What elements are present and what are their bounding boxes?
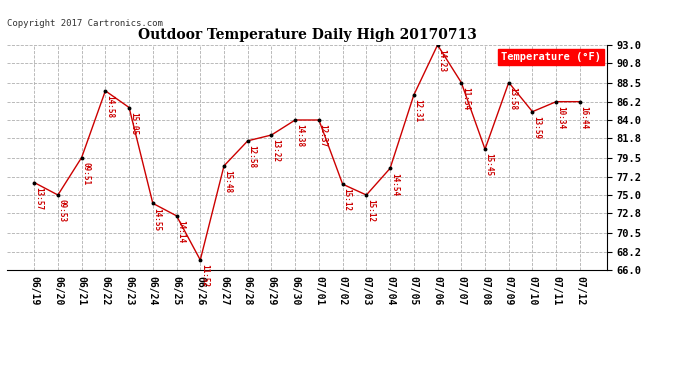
Point: [361, 192, 372, 198]
Point: [124, 105, 135, 111]
Text: 14:14: 14:14: [176, 220, 185, 243]
Text: 12:31: 12:31: [413, 99, 422, 122]
Text: 11:52: 11:52: [200, 264, 209, 287]
Point: [242, 138, 253, 144]
Text: Temperature (°F): Temperature (°F): [501, 52, 601, 62]
Point: [456, 80, 467, 86]
Point: [290, 117, 301, 123]
Point: [52, 192, 63, 198]
Text: 15:05: 15:05: [129, 112, 138, 135]
Text: 14:23: 14:23: [437, 49, 446, 72]
Point: [384, 165, 395, 171]
Point: [337, 181, 348, 187]
Text: 14:58: 14:58: [105, 95, 114, 118]
Text: 15:45: 15:45: [484, 153, 493, 177]
Point: [527, 109, 538, 115]
Text: 12:37: 12:37: [319, 124, 328, 147]
Text: 11:54: 11:54: [461, 87, 470, 110]
Text: 15:12: 15:12: [342, 188, 351, 211]
Text: 10:34: 10:34: [556, 106, 565, 129]
Text: 15:48: 15:48: [224, 170, 233, 193]
Point: [408, 92, 420, 98]
Text: 13:22: 13:22: [271, 139, 280, 162]
Text: 13:57: 13:57: [34, 187, 43, 210]
Point: [147, 200, 158, 206]
Text: 14:54: 14:54: [390, 172, 399, 196]
Point: [195, 257, 206, 263]
Text: 13:58: 13:58: [509, 87, 518, 110]
Point: [100, 88, 111, 94]
Point: [171, 213, 182, 219]
Text: Copyright 2017 Cartronics.com: Copyright 2017 Cartronics.com: [7, 19, 163, 28]
Text: 14:55: 14:55: [152, 207, 161, 231]
Point: [219, 163, 230, 169]
Point: [503, 80, 514, 86]
Text: 13:59: 13:59: [532, 116, 541, 139]
Point: [551, 99, 562, 105]
Point: [29, 180, 40, 186]
Text: 16:44: 16:44: [580, 106, 589, 129]
Point: [574, 99, 585, 105]
Point: [76, 154, 87, 160]
Text: 09:51: 09:51: [81, 162, 90, 185]
Point: [313, 117, 324, 123]
Point: [266, 132, 277, 138]
Text: 15:12: 15:12: [366, 199, 375, 222]
Point: [480, 146, 491, 152]
Text: 12:58: 12:58: [248, 145, 257, 168]
Point: [432, 42, 443, 48]
Text: 14:38: 14:38: [295, 124, 304, 147]
Text: 09:53: 09:53: [57, 199, 66, 222]
Title: Outdoor Temperature Daily High 20170713: Outdoor Temperature Daily High 20170713: [137, 28, 477, 42]
